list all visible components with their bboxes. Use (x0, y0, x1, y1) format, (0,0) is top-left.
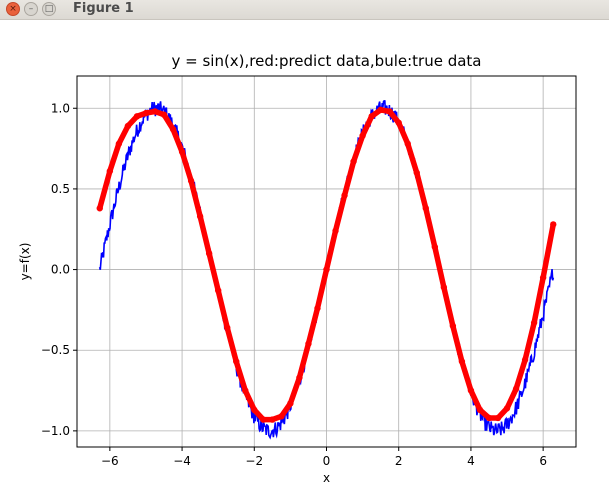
predict-data-point (422, 205, 429, 212)
predict-data-point (395, 119, 402, 126)
predict-data-point (458, 358, 466, 365)
y-tick-label: 1.0 (51, 101, 70, 115)
figure-canvas: −6 −4 −2 0 2 4 6 −1.0 −0.5 0.0 0.5 1.0 y = sin(x),r… (18, 52, 577, 484)
predict-data-point (449, 322, 457, 330)
predict-data-point (224, 324, 231, 331)
x-tick-label: −4 (173, 454, 191, 468)
x-axis-label: x (323, 471, 330, 484)
y-tick-label: 0.5 (51, 182, 70, 196)
x-tick-label: 2 (395, 454, 403, 468)
x-tick-label: 6 (539, 454, 547, 468)
predict-data-point (359, 132, 366, 139)
predict-data-point (278, 413, 285, 420)
predict-data-point (550, 221, 557, 228)
predict-data-point (413, 169, 420, 176)
predict-data-point (205, 250, 213, 257)
predict-data-point (251, 406, 258, 414)
predict-data-point (431, 243, 439, 251)
predict-data-point (187, 177, 195, 185)
predict-data-point (368, 113, 375, 120)
x-tick-label: 0 (323, 454, 331, 468)
predict-data-point (485, 414, 493, 422)
predict-data-point (260, 416, 267, 423)
predict-data-point (305, 340, 312, 347)
y-tick-label: −0.5 (41, 343, 70, 357)
window-title: Figure 1 (73, 1, 134, 16)
plot-series (96, 99, 557, 440)
predict-data-point (314, 305, 321, 312)
predict-data-point (214, 287, 222, 294)
predict-data-point (539, 274, 547, 281)
predict-data-point (341, 192, 348, 199)
predict-data-point (124, 122, 132, 130)
x-tick-label: −2 (245, 454, 263, 468)
predict-data-point (287, 400, 294, 407)
predict-data-point (503, 405, 511, 412)
predict-data-point (242, 387, 249, 394)
predict-data-point (151, 108, 159, 115)
predict-data-point (178, 148, 186, 156)
predict-data-point (512, 385, 520, 393)
window-titlebar: × – □ Figure 1 (0, 0, 609, 20)
predict-data-point (133, 113, 141, 120)
predict-data-point (476, 406, 484, 414)
predict-data-point (467, 387, 475, 394)
predict-data-point (142, 109, 150, 117)
y-axis-label: y=f(x) (18, 243, 32, 281)
minimize-icon[interactable]: – (24, 2, 38, 16)
chart-title: y = sin(x),red:predict data,bule:true da… (171, 52, 481, 70)
predict-data-point (494, 414, 502, 422)
close-icon[interactable]: × (6, 2, 20, 16)
predict-data-point (115, 140, 123, 147)
predict-data-point (296, 374, 303, 381)
axis-ticks: −6 −4 −2 0 2 4 6 −1.0 −0.5 0.0 0.5 1.0 (41, 101, 547, 468)
predict-data-point (269, 416, 276, 423)
predict-data-point (160, 111, 168, 118)
predict-data-point (440, 284, 448, 291)
predict-data-point (169, 126, 177, 133)
predict-data-point (323, 266, 330, 273)
x-tick-label: 4 (467, 454, 475, 468)
predict-data-point (386, 108, 393, 115)
x-tick-label: −6 (101, 454, 119, 468)
predict-data-point (530, 319, 538, 326)
y-tick-label: −1.0 (41, 424, 70, 438)
maximize-icon[interactable]: □ (42, 2, 56, 16)
predict-data-point (106, 167, 114, 175)
predict-data-point (350, 158, 357, 165)
predict-data-point (96, 205, 103, 212)
predict-data-point (377, 106, 384, 114)
y-tick-label: 0.0 (51, 263, 70, 277)
predict-data-point (521, 356, 529, 364)
predict-data-point (233, 358, 240, 365)
predict-data-point (332, 227, 339, 235)
predict-data-point (196, 213, 204, 220)
predict-data-point (404, 140, 411, 147)
